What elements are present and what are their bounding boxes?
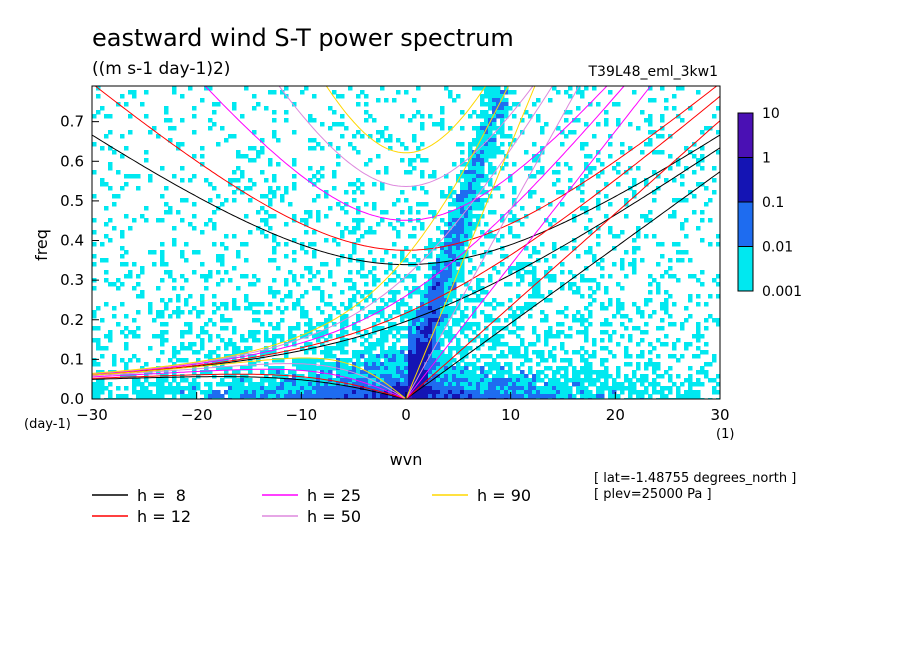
y-unit-label: (day-1) [24, 417, 71, 432]
curve-h90-rossby [92, 357, 407, 399]
x-tick-label: 20 [606, 406, 625, 424]
legend-label: h = 25 [307, 486, 361, 505]
y-tick-label: 0.4 [60, 232, 84, 250]
y-tick-label: 0.2 [60, 311, 84, 329]
y-tick-label: 0.6 [60, 152, 84, 170]
curve-h8-rossby [92, 376, 407, 399]
curve-h50-rossby [92, 363, 407, 399]
colorbar-label: 1 [762, 151, 771, 167]
colorbar-label: 0.01 [762, 240, 793, 256]
curve-h25-mrg [92, 86, 625, 375]
lat-info: [ lat=-1.48755 degrees_north ] [594, 471, 796, 486]
curve-h12-kelvin [405, 120, 720, 399]
curve-h8-ig [92, 134, 720, 266]
colorbar-label: 0.1 [762, 195, 784, 211]
x-tick-label: 0 [401, 406, 411, 424]
x-tick-label: −20 [181, 406, 213, 424]
colorbar-label: 10 [762, 106, 780, 122]
colorbar-swatch [737, 157, 754, 203]
colorbar-label: 0.001 [762, 284, 802, 300]
spectrum-field [92, 86, 720, 399]
x-tick-label: −10 [286, 406, 318, 424]
x-tick-label: 30 [710, 406, 729, 424]
curve-h50-kelvin [405, 86, 580, 399]
y-tick-label: 0.0 [60, 390, 84, 408]
x-tick-label: 10 [501, 406, 520, 424]
dispersion-curves [92, 86, 720, 399]
legend-label: h = 90 [477, 486, 531, 505]
chart-subtitle: ((m s-1 day-1)2) [92, 59, 230, 79]
plev-info: [ plev=25000 Pa ] [594, 487, 712, 502]
curve-h12-ig [94, 86, 718, 251]
y-tick-label: 0.5 [60, 192, 84, 210]
y-axis-title: freq [32, 229, 51, 261]
y-tick-label: 0.3 [60, 271, 84, 289]
legend-label: h = 50 [307, 507, 361, 526]
curve-h90-ig [325, 86, 487, 154]
curve-h25-rossby [92, 368, 407, 399]
y-tick-label: 0.1 [60, 350, 84, 368]
curve-h25-kelvin [405, 86, 652, 399]
x-unit-label: (1) [716, 427, 734, 442]
x-tick-label: −30 [76, 406, 108, 424]
legend: h = 8 h = 12 h = 25 h = 50 h = 90 [92, 486, 531, 526]
y-tick-label: 0.7 [60, 113, 84, 131]
run-label: T39L48_eml_3kw1 [588, 64, 719, 80]
colorbar: 0.001 0.01 0.1 1 10 [737, 106, 802, 300]
curve-h25-ig [204, 86, 608, 221]
colorbar-swatch [737, 201, 754, 247]
curve-h12-mrg [92, 95, 720, 376]
curve-h8-kelvin [405, 171, 720, 399]
chart-title: eastward wind S-T power spectrum [92, 24, 514, 52]
curve-h12-rossby [92, 373, 407, 399]
x-axis-title: wvn [390, 450, 423, 469]
curve-h50-ig [278, 86, 534, 188]
legend-label: h = 8 [137, 486, 186, 505]
curve-h50-mrg [92, 86, 553, 375]
colorbar-swatch [737, 246, 754, 292]
curve-h90-kelvin [405, 86, 536, 399]
colorbar-swatch [737, 112, 754, 158]
axis-ticks: −30 −20 −10 0 10 20 30 0.0 0.1 0.2 0.3 0.4 0.5 0.6 0.7 [60, 113, 729, 424]
curve-h90-mrg [92, 86, 509, 374]
legend-label: h = 12 [137, 507, 191, 526]
